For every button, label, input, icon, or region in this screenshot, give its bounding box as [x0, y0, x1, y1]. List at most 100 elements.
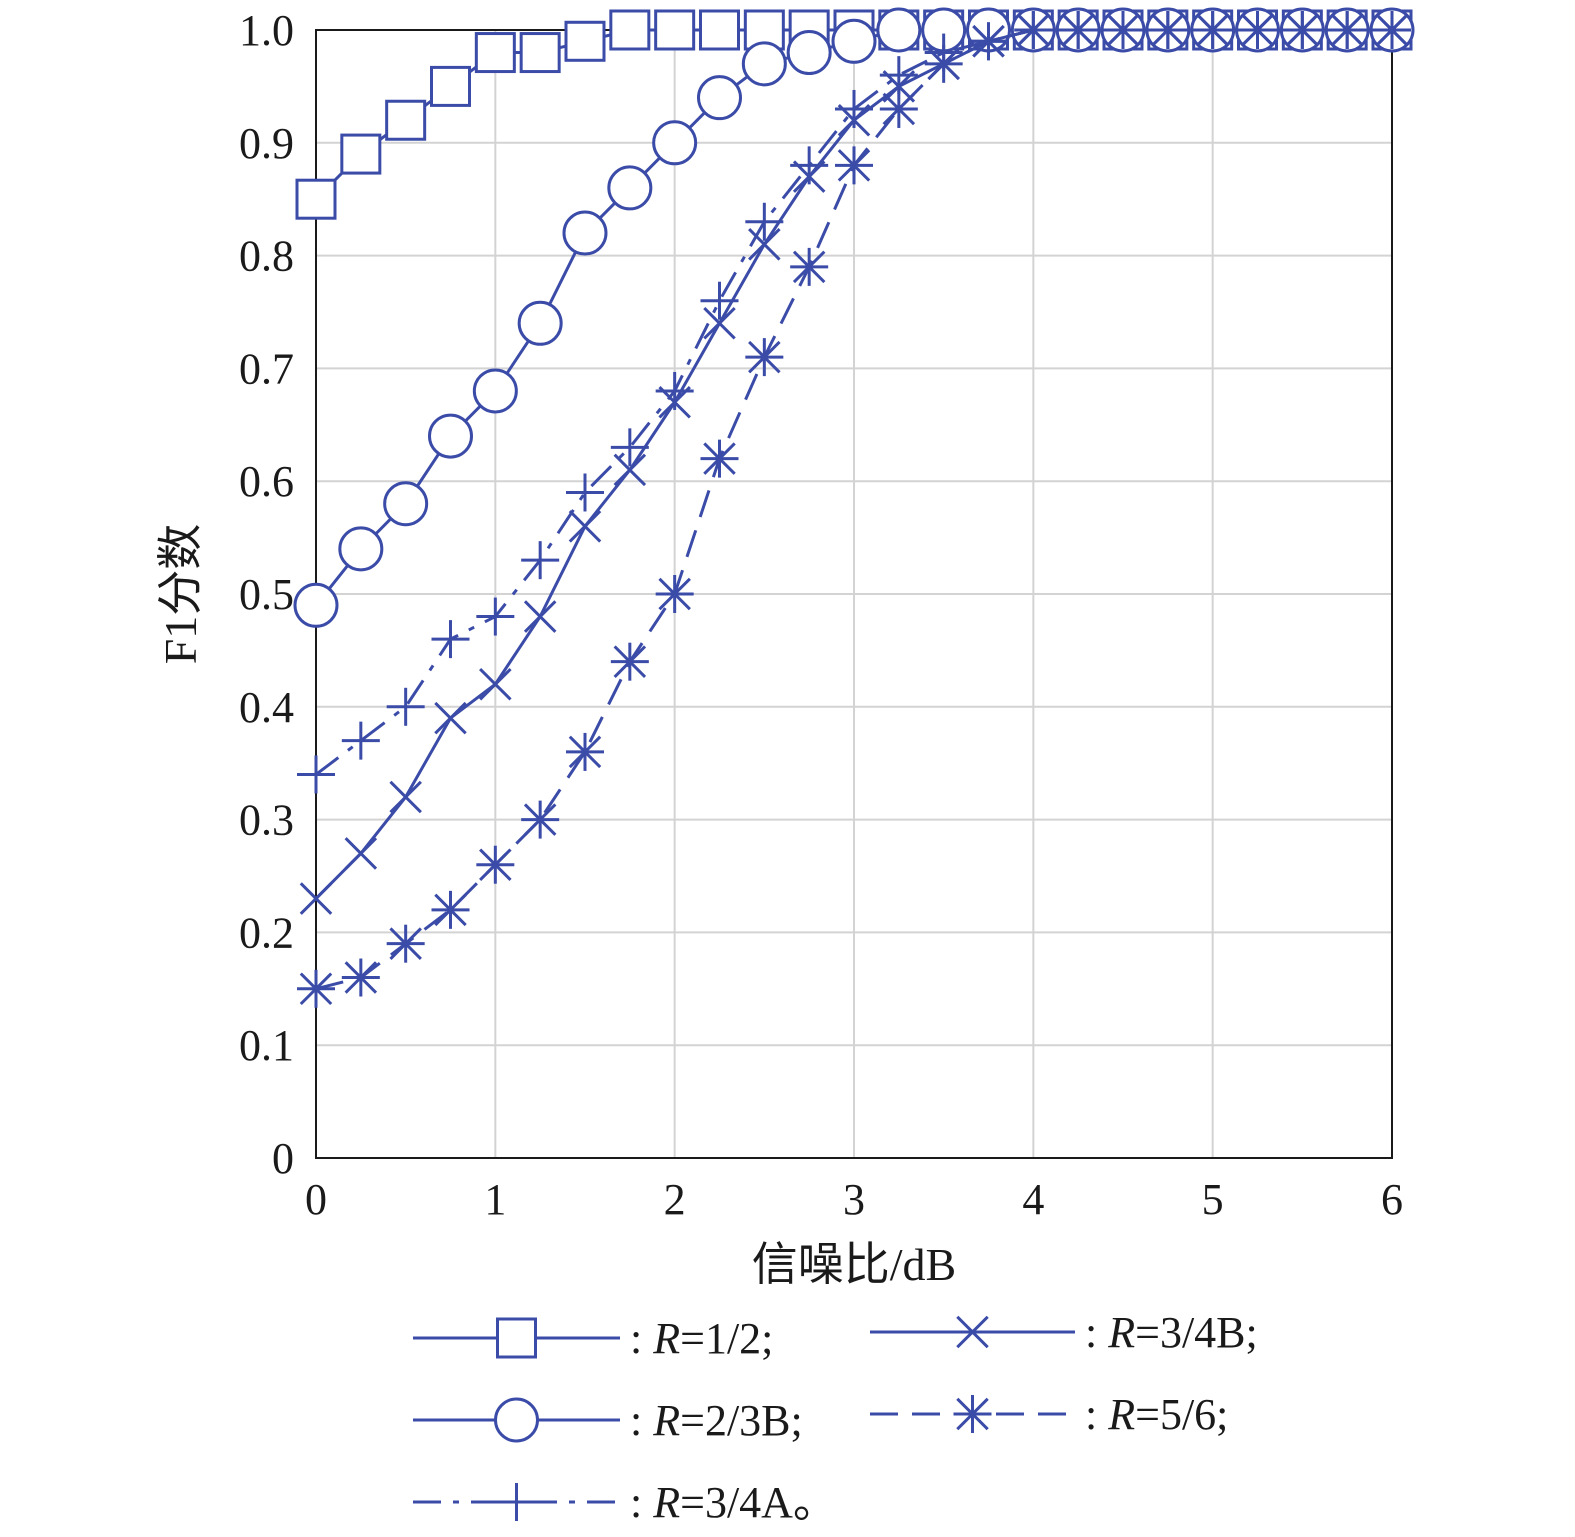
- y-tick-label: 0: [272, 1134, 294, 1183]
- x-tick-label: 1: [484, 1175, 506, 1224]
- data-point: [969, 22, 1008, 61]
- data-point: [564, 20, 606, 62]
- series-layer: [293, 7, 1415, 1008]
- data-point: [837, 103, 871, 137]
- legend-label: : R=3/4B;: [1085, 1308, 1258, 1357]
- legend-item-r34a: : R=3/4A。: [413, 1478, 837, 1527]
- data-point: [831, 18, 877, 64]
- data-point: [476, 597, 515, 636]
- data-point: [472, 368, 518, 414]
- marker-asterisk: [953, 1395, 992, 1433]
- legend-item-r34b: : R=3/4B;: [870, 1308, 1258, 1357]
- data-point: [700, 439, 739, 478]
- y-tick-label: 0.4: [239, 683, 294, 732]
- grid: [316, 30, 1392, 1158]
- legend-label: : R=5/6;: [1085, 1390, 1228, 1439]
- data-point: [1104, 11, 1142, 49]
- data-point: [386, 924, 425, 963]
- data-point: [299, 882, 333, 915]
- data-point: [338, 526, 384, 572]
- data-point: [703, 307, 736, 340]
- marker-circle: [494, 1397, 539, 1443]
- x-tick-label: 3: [843, 1175, 865, 1224]
- data-point: [341, 958, 380, 997]
- data-point: [517, 300, 563, 346]
- x-tick-label: 4: [1022, 1175, 1044, 1224]
- data-point: [476, 845, 515, 884]
- x-tick-label: 0: [305, 1175, 327, 1224]
- data-point: [521, 541, 560, 580]
- data-point: [1193, 11, 1232, 49]
- axis-ticks: 0 1 2 3 4 5 6 0 0.1 0.2 0.3 0.4 0.5 0.6 0.7 0.8 0.9 1.0: [239, 6, 1403, 1224]
- data-point: [1283, 11, 1322, 49]
- data-point: [389, 780, 422, 814]
- data-point: [562, 210, 608, 256]
- data-point: [607, 165, 653, 211]
- legend-item-r56: : R=5/6;: [870, 1390, 1228, 1439]
- data-point: [658, 385, 691, 419]
- data-point: [566, 473, 604, 512]
- data-point: [1148, 11, 1187, 49]
- data-point: [519, 32, 561, 74]
- data-point: [566, 732, 604, 771]
- y-tick-label: 0.9: [239, 119, 294, 168]
- y-tick-label: 0.6: [239, 457, 294, 506]
- data-point: [652, 120, 698, 166]
- data-point: [386, 687, 425, 726]
- data-point: [431, 620, 470, 659]
- legend-label: : R=3/4A。: [630, 1478, 837, 1527]
- data-point: [835, 146, 873, 185]
- data-point: [654, 9, 696, 51]
- data-point: [1238, 11, 1277, 49]
- data-point: [610, 428, 649, 467]
- data-point: [748, 228, 781, 261]
- data-point: [430, 65, 471, 107]
- data-point: [1328, 11, 1367, 49]
- data-point: [383, 481, 429, 527]
- marker-x: [956, 1315, 989, 1349]
- data-point: [479, 667, 512, 701]
- data-point: [613, 453, 647, 487]
- data-point: [295, 178, 337, 220]
- y-tick-label: 0.5: [239, 570, 294, 619]
- legend: : R=1/2; : R=2/3B; : R=3/4A。 : R=3/4B; : R=5…: [413, 1308, 1258, 1527]
- data-point: [610, 642, 649, 681]
- data-point: [792, 160, 826, 193]
- data-point: [609, 9, 651, 51]
- legend-label: : R=1/2;: [630, 1314, 773, 1363]
- data-point: [344, 837, 378, 870]
- data-point: [434, 701, 467, 735]
- y-tick-label: 0.2: [239, 908, 294, 957]
- data-point: [745, 202, 784, 241]
- legend-label: : R=2/3B;: [630, 1396, 803, 1445]
- data-point: [655, 575, 694, 613]
- data-point: [521, 800, 560, 839]
- marker-square: [496, 1317, 537, 1359]
- data-point: [879, 89, 918, 128]
- data-point: [786, 30, 832, 76]
- data-point: [385, 99, 427, 141]
- data-point: [697, 75, 742, 121]
- data-point: [568, 510, 602, 543]
- x-tick-label: 6: [1381, 1175, 1403, 1224]
- data-point: [474, 32, 516, 74]
- y-tick-label: 1.0: [239, 6, 294, 55]
- data-point: [297, 755, 335, 794]
- data-point: [876, 7, 922, 53]
- data-point: [293, 582, 339, 628]
- data-point: [297, 969, 335, 1008]
- data-point: [340, 133, 382, 175]
- series-r56: [297, 11, 1411, 1008]
- data-point: [790, 247, 829, 286]
- data-point: [431, 890, 470, 929]
- x-axis-title: 信噪比/dB: [752, 1239, 956, 1290]
- data-point: [428, 413, 473, 459]
- data-point: [745, 338, 784, 377]
- legend-item-r12: : R=1/2;: [413, 1314, 773, 1363]
- y-tick-label: 0.8: [239, 232, 294, 281]
- data-point: [1059, 11, 1098, 49]
- data-point: [341, 721, 380, 760]
- legend-item-r23b: : R=2/3B;: [413, 1396, 803, 1445]
- marker-plus: [497, 1483, 536, 1521]
